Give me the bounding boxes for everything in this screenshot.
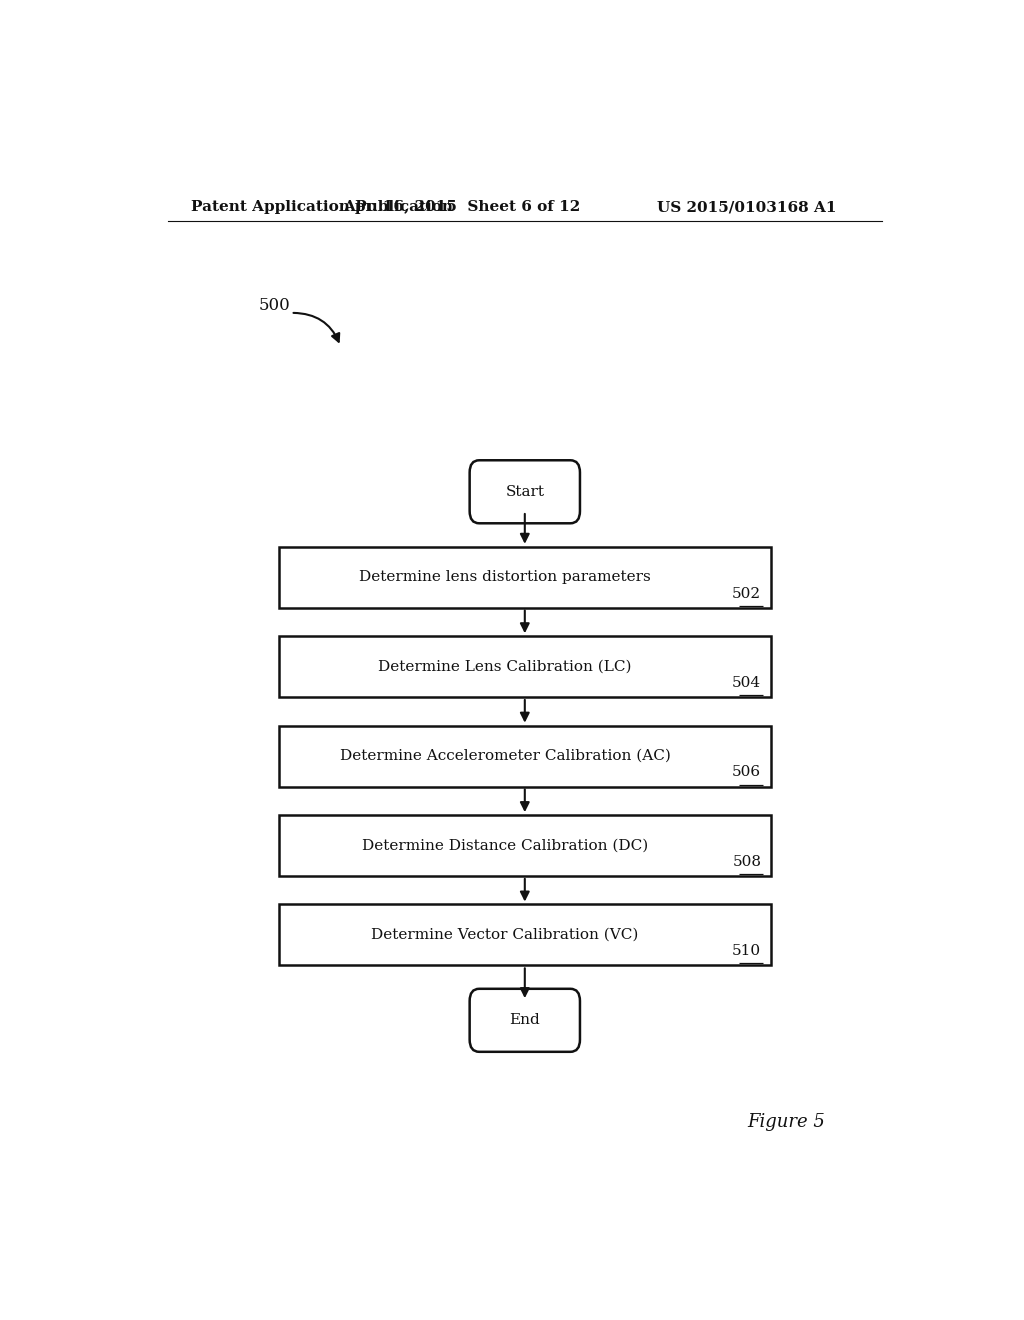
Text: Determine Distance Calibration (DC): Determine Distance Calibration (DC) <box>361 838 648 853</box>
Text: 508: 508 <box>732 855 761 869</box>
Bar <box>279 904 771 965</box>
Text: Determine Lens Calibration (LC): Determine Lens Calibration (LC) <box>378 660 632 673</box>
Text: Apr. 16, 2015  Sheet 6 of 12: Apr. 16, 2015 Sheet 6 of 12 <box>343 201 580 214</box>
Text: Determine Accelerometer Calibration (AC): Determine Accelerometer Calibration (AC) <box>340 748 671 763</box>
Text: 500: 500 <box>259 297 291 314</box>
Text: 506: 506 <box>732 766 761 779</box>
Text: End: End <box>509 1014 541 1027</box>
Bar <box>279 636 771 697</box>
FancyBboxPatch shape <box>470 461 580 523</box>
Text: Determine lens distortion parameters: Determine lens distortion parameters <box>359 570 651 585</box>
Text: Patent Application Publication: Patent Application Publication <box>191 201 454 214</box>
Text: 504: 504 <box>732 676 761 690</box>
Text: US 2015/0103168 A1: US 2015/0103168 A1 <box>657 201 837 214</box>
Text: Start: Start <box>505 484 545 499</box>
Text: 502: 502 <box>732 586 761 601</box>
Text: 510: 510 <box>732 944 761 958</box>
FancyArrowPatch shape <box>294 313 339 342</box>
Bar <box>279 546 771 607</box>
Bar <box>279 814 771 876</box>
Text: Figure 5: Figure 5 <box>748 1113 825 1131</box>
FancyBboxPatch shape <box>470 989 580 1052</box>
Bar <box>279 726 771 787</box>
Text: Determine Vector Calibration (VC): Determine Vector Calibration (VC) <box>372 928 639 942</box>
